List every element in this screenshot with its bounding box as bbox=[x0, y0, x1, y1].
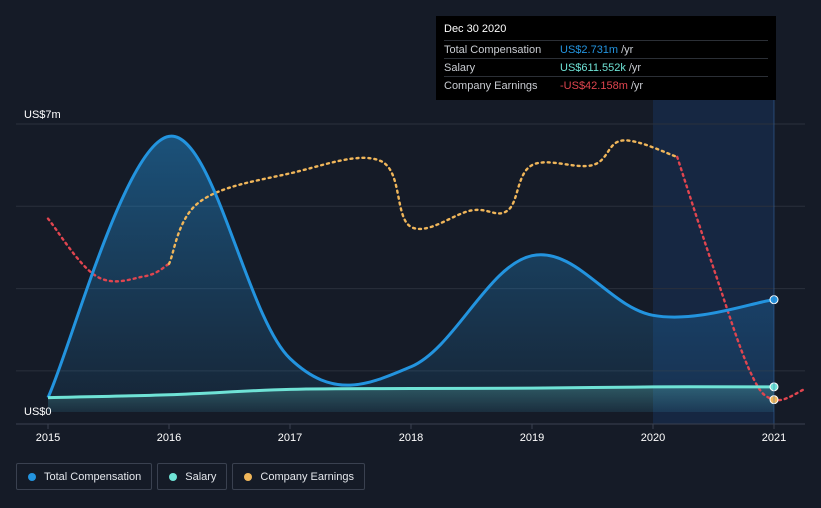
tooltip-value: US$611.552k bbox=[560, 61, 626, 74]
data-tooltip: Dec 30 2020 Total Compensation US$2.731m… bbox=[436, 16, 776, 100]
tooltip-date: Dec 30 2020 bbox=[444, 23, 507, 35]
x-tick-label: 2016 bbox=[157, 432, 181, 444]
tooltip-label: Total Compensation bbox=[444, 43, 542, 56]
tooltip-label: Salary bbox=[444, 61, 476, 74]
company-earnings-line-negative bbox=[676, 155, 806, 402]
company-earnings-line-positive bbox=[167, 139, 679, 266]
x-tick-label: 2020 bbox=[641, 432, 665, 444]
total-compensation-line bbox=[46, 134, 775, 399]
tooltip-row-salary: Salary US$611.552k /yr bbox=[444, 58, 768, 76]
legend-dot-icon bbox=[244, 472, 253, 481]
tooltip-value: -US$42.158m bbox=[560, 79, 628, 92]
tooltip-row-company-earnings: Company Earnings -US$42.158m /yr bbox=[444, 76, 768, 94]
company-earnings-line-negative bbox=[46, 217, 171, 283]
legend-toggle-salary[interactable]: Salary bbox=[157, 463, 228, 490]
tooltip-unit: /yr bbox=[630, 79, 644, 92]
legend-label: Salary bbox=[185, 470, 217, 483]
legend-toggle-total-compensation[interactable]: Total Compensation bbox=[16, 463, 153, 490]
y-axis-max-label: US$7m bbox=[24, 109, 61, 121]
chart-area: US$7m US$0 2015 2016 2017 2018 2019 2020 2021 bbox=[16, 94, 806, 444]
legend-dot-icon bbox=[169, 472, 178, 481]
x-tick-label: 2021 bbox=[762, 432, 786, 444]
tooltip-row-total-compensation: Total Compensation US$2.731m /yr bbox=[444, 40, 768, 58]
legend-dot-icon bbox=[28, 472, 36, 481]
total-compensation-area bbox=[48, 136, 774, 412]
tooltip-label: Company Earnings bbox=[444, 79, 538, 92]
x-tick-label: 2018 bbox=[399, 432, 423, 444]
tooltip-unit: /yr bbox=[621, 43, 634, 56]
chart-legend: Total Compensation Salary Company Earnin… bbox=[16, 463, 365, 490]
tooltip-unit: /yr bbox=[628, 61, 642, 74]
legend-label: Company Earnings bbox=[260, 470, 354, 483]
x-tick-label: 2017 bbox=[278, 432, 302, 444]
tooltip-value: US$2.731m bbox=[560, 43, 619, 56]
y-axis-min-label: US$0 bbox=[24, 406, 52, 418]
x-tick-label: 2015 bbox=[36, 432, 60, 444]
legend-toggle-company-earnings[interactable]: Company Earnings bbox=[232, 463, 365, 490]
x-tick-label: 2019 bbox=[520, 432, 544, 444]
salary-line bbox=[47, 385, 775, 400]
legend-label: Total Compensation bbox=[44, 470, 142, 483]
